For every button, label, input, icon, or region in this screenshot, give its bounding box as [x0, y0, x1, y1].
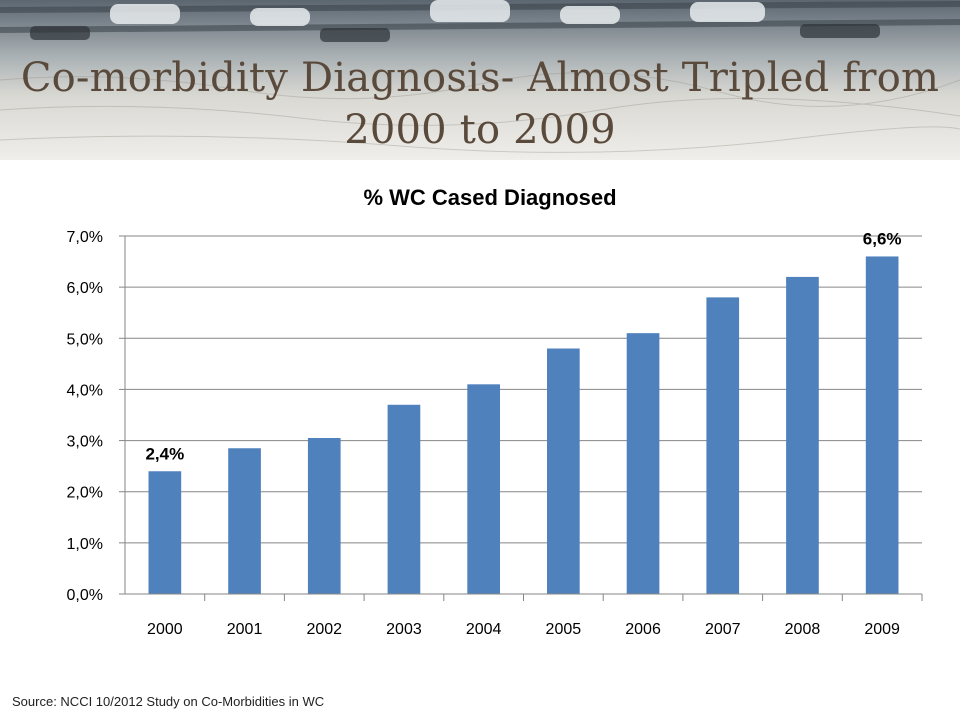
data-label-2000: 2,4%: [145, 444, 184, 463]
bar-2001: [228, 448, 261, 594]
chart-svg: % WC Cased Diagnosed 2,4% 6,6% 0,0% 1,0% 2,…: [67, 185, 923, 638]
bar-2003: [387, 404, 421, 594]
x-tick-label-2002: 2002: [306, 621, 342, 638]
bar-2008: [786, 276, 819, 594]
page-title: Co-morbidity Diagnosis- Almost Tripled f…: [20, 55, 940, 153]
y-tick-label: 5,0%: [67, 331, 103, 348]
y-tick-label: 6,0%: [67, 280, 103, 297]
source-note: Source: NCCI 10/2012 Study on Co-Morbidi…: [12, 694, 325, 709]
x-tick-label-2006: 2006: [625, 621, 661, 638]
bar-2007: [706, 297, 740, 594]
y-tick-label: 1,0%: [67, 536, 103, 553]
y-tick-label: 4,0%: [67, 382, 103, 399]
y-tick-label: 7,0%: [67, 229, 103, 246]
bar-2005: [547, 348, 580, 594]
bar-2000: [148, 471, 182, 594]
bar-2009: [865, 256, 899, 594]
x-tick-label-2000: 2000: [147, 621, 183, 638]
data-label-2009: 6,6%: [863, 229, 902, 248]
x-tick-label-2003: 2003: [386, 621, 422, 638]
bar-2004: [467, 384, 500, 594]
y-tick-label: 0,0%: [67, 587, 103, 604]
road-traffic-image: [0, 0, 960, 160]
bar-chart: % WC Cased Diagnosed 2,4% 6,6% 0,0% 1,0% 2,…: [0, 170, 960, 650]
x-tick-label-2005: 2005: [546, 621, 582, 638]
x-tick-label-2004: 2004: [466, 621, 502, 638]
x-tick-label-2008: 2008: [785, 621, 821, 638]
x-tick-label-2001: 2001: [227, 621, 263, 638]
x-tick-label-2009: 2009: [864, 621, 900, 638]
y-tick-label: 3,0%: [67, 434, 103, 451]
x-tick-label-2007: 2007: [705, 621, 741, 638]
header-banner: Co-morbidity Diagnosis- Almost Tripled f…: [0, 0, 960, 160]
y-tick-label: 2,0%: [67, 485, 103, 502]
chart-title: % WC Cased Diagnosed: [363, 185, 616, 210]
bar-2002: [307, 438, 341, 594]
bar-2006: [626, 333, 660, 594]
